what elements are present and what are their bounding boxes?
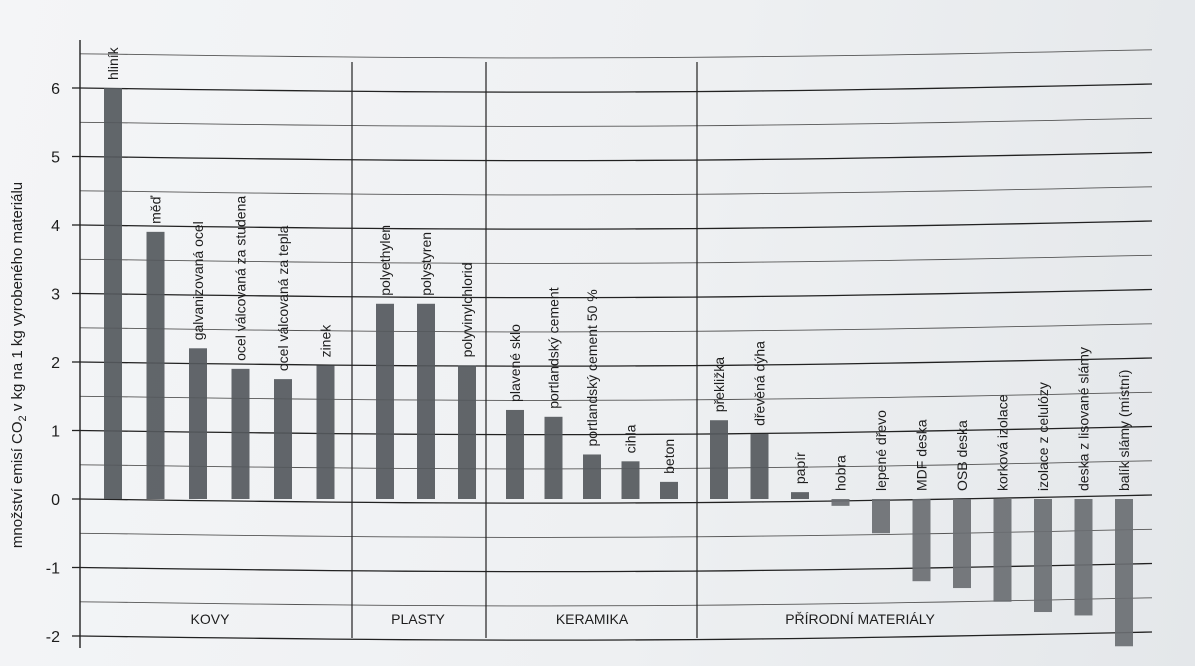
bar-label: překližka bbox=[711, 357, 727, 412]
bar-label: izolace z celulózy bbox=[1035, 382, 1051, 491]
bar-label: MDF deska bbox=[914, 419, 930, 491]
minor-gridline bbox=[79, 254, 1153, 264]
bar-label: OSB deska bbox=[954, 420, 970, 491]
bar-labels: hliník měď galvanizovaná ocel ocel válcovan… bbox=[105, 46, 1132, 491]
bar bbox=[146, 231, 165, 499]
bar bbox=[316, 365, 335, 499]
major-gridline bbox=[79, 83, 1153, 93]
minor-gridline bbox=[79, 597, 1153, 607]
bar bbox=[1074, 499, 1093, 616]
group-label: PŘÍRODNÍ MATERIÁLY bbox=[785, 611, 935, 627]
bar bbox=[831, 499, 850, 506]
bar-label: zinek bbox=[318, 324, 334, 358]
bar bbox=[104, 88, 122, 499]
bar bbox=[621, 461, 640, 499]
bars bbox=[104, 88, 1133, 647]
major-gridline bbox=[79, 562, 1153, 573]
minor-gridline bbox=[79, 528, 1153, 538]
minor-gridline bbox=[79, 186, 1153, 196]
bar bbox=[710, 420, 728, 499]
minor-gridline bbox=[79, 117, 1153, 127]
bar-label: plavené sklo bbox=[507, 324, 523, 402]
major-gridline bbox=[79, 357, 1153, 367]
bar bbox=[993, 499, 1012, 602]
group-label: KERAMIKA bbox=[556, 611, 629, 627]
bar-label: balík slámy (místní) bbox=[1116, 370, 1132, 491]
major-gridline bbox=[79, 220, 1153, 230]
minor-gridline bbox=[79, 49, 1153, 59]
gridlines bbox=[79, 49, 1153, 641]
y-tick-label: -2 bbox=[46, 629, 60, 646]
bar-label: ocel válcovaná za tepla bbox=[275, 225, 291, 371]
major-gridline bbox=[79, 494, 1153, 504]
bar-label: lepené dřevo bbox=[873, 410, 889, 491]
bar-label: papír bbox=[792, 452, 808, 484]
minor-gridline bbox=[79, 391, 1153, 401]
bar bbox=[231, 368, 250, 499]
major-gridline bbox=[79, 288, 1153, 299]
y-tick-label: 2 bbox=[51, 355, 60, 372]
bar bbox=[506, 409, 524, 499]
minor-gridline bbox=[79, 460, 1153, 470]
group-dividers bbox=[351, 62, 698, 638]
y-axis-ticks: -2 -1 0 1 2 3 4 5 6 bbox=[46, 81, 80, 646]
bar-label: portlandský cement bbox=[546, 287, 562, 409]
y-tick-label: -1 bbox=[46, 561, 60, 578]
group-label: PLASTY bbox=[391, 611, 445, 627]
bar-label: cihla bbox=[623, 424, 639, 453]
bar-label: polyvinylchlorid bbox=[459, 262, 475, 357]
y-tick-label: 0 bbox=[51, 492, 60, 509]
bar-label: ocel válcovaná za studena bbox=[233, 196, 249, 361]
bar-label: hobra bbox=[833, 455, 849, 491]
y-tick-label: 5 bbox=[51, 150, 60, 167]
y-tick-label: 4 bbox=[51, 218, 60, 235]
group-label: KOVY bbox=[191, 611, 231, 627]
bar-label: portlandský cement 50 % bbox=[584, 289, 600, 446]
major-gridline bbox=[79, 425, 1153, 436]
y-tick-label: 6 bbox=[51, 81, 60, 98]
bar bbox=[417, 303, 435, 499]
y-axis-title: množství emisí CO2 v kg na 1 kg vyrobené… bbox=[9, 182, 29, 548]
bar bbox=[660, 481, 678, 499]
bar bbox=[189, 348, 207, 499]
bar bbox=[953, 499, 971, 589]
bar-label: hliník bbox=[105, 46, 121, 80]
bar bbox=[376, 303, 394, 499]
major-gridline bbox=[79, 151, 1153, 162]
bar bbox=[791, 492, 809, 499]
bar-label: beton bbox=[661, 439, 677, 474]
minor-gridline bbox=[79, 323, 1153, 333]
bar bbox=[583, 454, 601, 499]
bar bbox=[544, 416, 563, 499]
bar bbox=[1034, 499, 1052, 613]
bar bbox=[872, 499, 890, 534]
bar-label: korková izolace bbox=[995, 394, 1011, 491]
bar bbox=[458, 365, 476, 499]
bar bbox=[750, 433, 769, 499]
bar-label: dřevěná dýha bbox=[752, 341, 768, 426]
bar-label: měď bbox=[148, 195, 164, 223]
y-tick-label: 3 bbox=[51, 287, 60, 304]
bar bbox=[912, 499, 931, 582]
bar-label: polyethylen bbox=[377, 225, 393, 296]
bar-label: polystyren bbox=[418, 232, 434, 296]
bar-label: deska z lisované slámy bbox=[1076, 347, 1092, 491]
group-labels: KOVY PLASTY KERAMIKA PŘÍRODNÍ MATERIÁLY bbox=[191, 611, 936, 627]
bar bbox=[274, 379, 292, 499]
bar-label: galvanizovaná ocel bbox=[190, 221, 206, 340]
bar bbox=[1115, 499, 1133, 647]
y-tick-label: 1 bbox=[51, 424, 60, 441]
major-gridline bbox=[79, 631, 1153, 641]
